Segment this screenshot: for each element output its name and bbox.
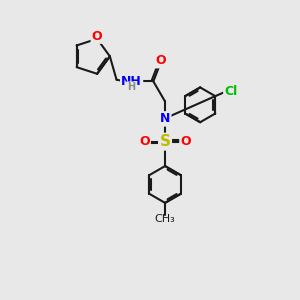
Text: CH₃: CH₃ [155,214,176,224]
Text: H: H [127,82,135,92]
Text: O: O [155,54,166,67]
Text: NH: NH [121,75,142,88]
Text: N: N [160,112,170,125]
Text: O: O [92,30,102,43]
Text: S: S [160,134,171,149]
Text: Cl: Cl [224,85,238,98]
Text: O: O [139,135,150,148]
Text: O: O [181,135,191,148]
